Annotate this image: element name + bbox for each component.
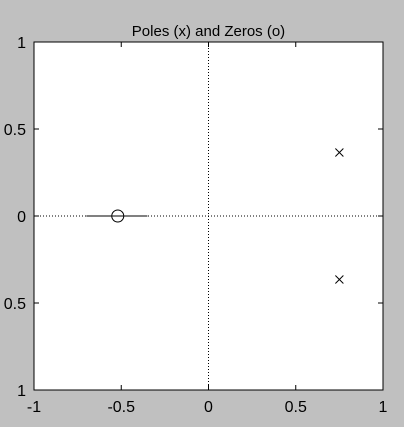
x-tick-label: 0 [204,399,213,416]
ticks [33,41,384,391]
marks [86,148,344,284]
tick-labels: -1 -0.5 0 0.5 1 1 0.5 0 0.5 1 [4,35,388,416]
pole-point-1 [335,275,344,284]
y-tick-label: 0 [17,209,26,226]
pole-stroke-b [335,148,344,157]
pole-point-0 [335,148,344,157]
x-tick-label: 1 [379,399,388,416]
zero-point-0 [111,209,125,223]
chart-title: Poles (x) and Zeros (o) [132,23,285,40]
x-tick-label: -1 [27,399,41,416]
x-tick-label: 0.5 [285,399,307,416]
y-tick-label: 0.5 [4,122,26,139]
y-tick-label: 0.5 [4,296,26,313]
pole-stroke-b [335,275,344,284]
axis-lines [34,42,383,390]
y-tick-label: 1 [17,35,26,52]
y-tick-label: 1 [17,383,26,400]
x-tick-label: -0.5 [107,399,135,416]
